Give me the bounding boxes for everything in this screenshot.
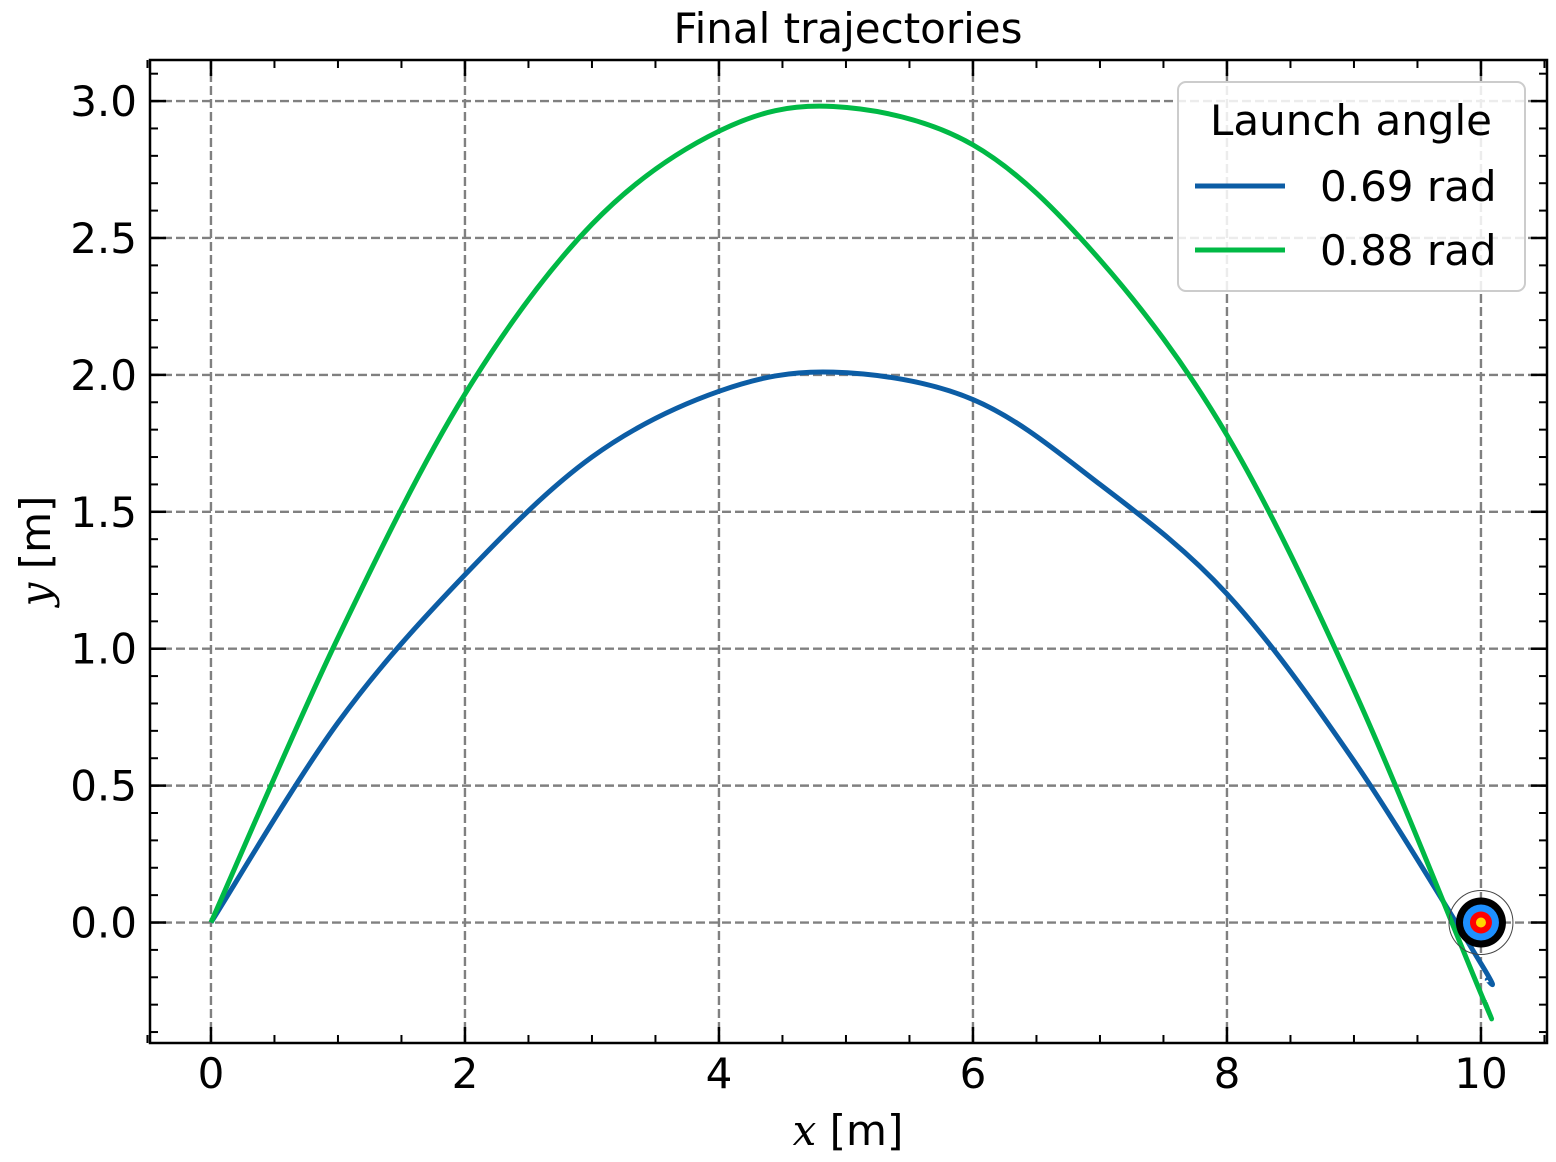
y-tick-label: 2.0	[70, 351, 137, 400]
legend: Launch angle 0.69 rad 0.88 rad	[1177, 81, 1526, 292]
y-tick-labels: 0.0 0.5 1.0 1.5 2.0 2.5 3.0	[70, 77, 137, 947]
legend-label-2: 0.88 rad	[1320, 226, 1497, 275]
x-tick-label: 8	[1214, 1049, 1241, 1098]
series-lines	[208, 103, 1495, 1022]
target-marker	[1448, 890, 1514, 956]
series-line-1	[208, 369, 1495, 988]
series-line-2	[208, 103, 1495, 1022]
y-tick-label: 1.5	[70, 488, 137, 537]
y-tick-label: 3.0	[70, 77, 137, 126]
target-ring-4	[1475, 917, 1486, 928]
plot-border	[148, 58, 1549, 1045]
x-axis-label: x [m]	[793, 1106, 904, 1155]
y-tick-label: 0.0	[70, 899, 137, 948]
target-outer-ring	[1448, 890, 1514, 956]
x-tick-label: 10	[1454, 1049, 1507, 1098]
y-tick-label: 1.0	[70, 625, 137, 674]
legend-box	[1177, 81, 1526, 292]
x-tick-label: 6	[960, 1049, 987, 1098]
y-tick-label: 0.5	[70, 762, 137, 811]
x-tick-labels: 0 2 4 6 8 10	[198, 1049, 1508, 1098]
chart-title: Final trajectories	[673, 4, 1022, 53]
legend-label-1: 0.69 rad	[1320, 162, 1497, 211]
x-tick-label: 0	[198, 1049, 225, 1098]
axes-frame	[146, 58, 1549, 1045]
legend-title: Launch angle	[1210, 96, 1492, 145]
x-tick-label: 4	[706, 1049, 733, 1098]
y-tick-label: 2.5	[70, 214, 137, 263]
x-tick-label: 2	[452, 1049, 479, 1098]
y-axis-label: y [m]	[11, 496, 60, 609]
